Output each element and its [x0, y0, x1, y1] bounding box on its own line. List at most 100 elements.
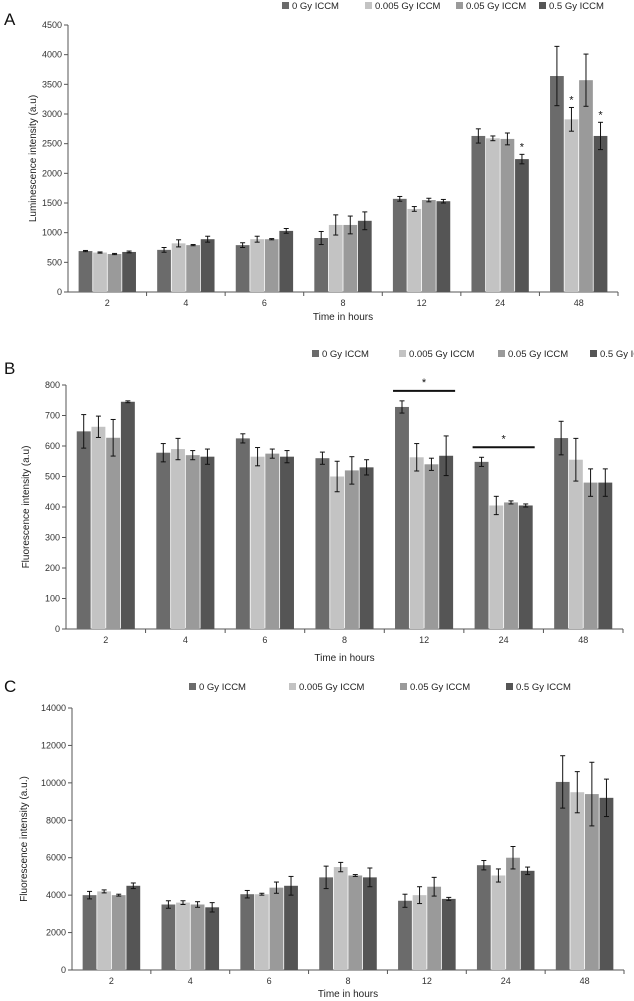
chart-b-significance-star: *: [502, 433, 507, 445]
chart-c-y-tick-label: 8000: [46, 815, 66, 825]
chart-a-bar: [279, 230, 294, 292]
chart-b-bar: [395, 406, 409, 629]
chart-c-x-tick-label: 4: [188, 976, 193, 986]
chart-a-y-tick-label: 500: [47, 257, 62, 267]
chart-c-legend-swatch: [506, 683, 513, 690]
chart-b-bar: [91, 426, 106, 629]
chart-c-bar: [190, 904, 205, 970]
chart-c-bar: [176, 902, 190, 970]
chart-b-y-tick-label: 800: [45, 380, 60, 390]
chart-a-significance-star: *: [569, 94, 574, 106]
chart-a-y-label: Luminescence intensity (a.u): [28, 95, 39, 222]
chart-c-bar: [599, 797, 614, 970]
chart-b-y-tick-label: 100: [45, 594, 60, 604]
chart-b-bar: [171, 449, 185, 629]
chart-c-legend-label: 0.005 Gy ICCM: [299, 682, 365, 693]
chart-b-x-tick-label: 8: [342, 635, 347, 645]
chart-c-bar: [126, 885, 141, 970]
chart-c-y-tick-label: 6000: [46, 853, 66, 863]
chart-c-bar: [570, 792, 585, 970]
chart-b-bar: [156, 452, 171, 629]
chart-b-x-tick-label: 24: [499, 635, 509, 645]
chart-a-bar: [78, 251, 93, 292]
chart-a-x-label: Time in hours: [313, 312, 373, 323]
chart-b-legend-swatch: [498, 350, 505, 357]
chart-a-bar: [564, 119, 579, 292]
chart-a-x-tick-label: 48: [574, 298, 584, 308]
chart-a-significance-star: *: [520, 141, 525, 153]
chart-a-bar: [357, 220, 372, 292]
chart-c-panel-letter: C: [4, 677, 16, 696]
chart-b-y-tick-label: 700: [45, 411, 60, 421]
chart-b-bar: [489, 505, 504, 629]
chart-c-x-label: Time in hours: [318, 989, 378, 1000]
chart-a-bar: [407, 208, 422, 292]
chart-c-bar: [441, 898, 456, 970]
chart-c-bar: [97, 891, 112, 970]
chart-a-legend-label: 0 Gy ICCM: [292, 1, 339, 12]
chart-b-bar: [200, 456, 215, 629]
chart-b-legend-swatch: [399, 350, 406, 357]
chart-b-legend-label: 0.5 Gy ICCM: [600, 349, 634, 360]
chart-c-bar: [555, 781, 570, 970]
chart-b-bar: [344, 470, 359, 629]
chart-c-bar: [254, 894, 269, 970]
chart-b-y-tick-label: 0: [55, 624, 60, 634]
chart-b-legend-swatch: [312, 350, 319, 357]
chart-c-y-tick-label: 0: [61, 965, 66, 975]
chart-b-bar: [330, 476, 345, 629]
chart-c-bar: [319, 877, 334, 970]
chart-c-legend-swatch: [400, 683, 407, 690]
chart-c-bar: [240, 894, 255, 970]
chart-c-legend-label: 0 Gy ICCM: [199, 682, 246, 693]
chart-b-legend-label: 0.05 Gy ICCM: [508, 349, 568, 360]
chart-a-bar: [343, 224, 358, 292]
chart-b-bar: [554, 438, 569, 629]
chart-c-y-tick-label: 4000: [46, 890, 66, 900]
chart-b-significance-star: *: [422, 377, 427, 389]
chart-a-bar: [171, 243, 186, 292]
chart-c-y-tick-label: 14000: [41, 703, 66, 713]
chart-c-bar: [398, 900, 412, 970]
chart-b-y-tick-label: 400: [45, 502, 60, 512]
chart-b-bar: [315, 458, 330, 629]
chart-a-legend-swatch: [539, 2, 546, 9]
chart-b-bar: [568, 459, 583, 629]
chart-a-bar: [579, 80, 593, 293]
chart-c-legend-label: 0.05 Gy ICCM: [410, 682, 470, 693]
chart-b-x-tick-label: 4: [183, 635, 188, 645]
chart-b-bar: [424, 464, 439, 629]
chart-a-panel-letter: A: [4, 10, 16, 29]
chart-c-x-tick-label: 8: [345, 976, 350, 986]
chart-b-y-tick-label: 200: [45, 563, 60, 573]
chart-c-legend-swatch: [189, 683, 196, 690]
chart-a-bar: [250, 239, 265, 292]
chart-b-panel-letter: B: [4, 359, 15, 378]
chart-b-x-label: Time in hours: [314, 653, 374, 664]
chart-c-bar: [348, 875, 363, 970]
chart-c-x-tick-label: 2: [109, 976, 114, 986]
chart-b-bar: [106, 437, 121, 629]
chart-a-y-tick-label: 1000: [42, 228, 62, 238]
chart-b-x-tick-label: 12: [419, 635, 429, 645]
chart-a-bar: [593, 135, 608, 292]
chart-b-legend-label: 0.005 Gy ICCM: [409, 349, 475, 360]
chart-c-bar: [284, 885, 298, 970]
chart-c-x-tick-label: 6: [267, 976, 272, 986]
chart-a-bar: [186, 245, 200, 292]
chart-a-x-tick-label: 2: [105, 298, 110, 308]
chart-a-bar: [264, 239, 279, 292]
chart-b-y-tick-label: 500: [45, 472, 60, 482]
chart-b-x-tick-label: 48: [578, 635, 588, 645]
chart-a-legend-label: 0.5 Gy ICCM: [549, 1, 604, 12]
chart-a-bar: [200, 239, 215, 292]
chart-b-bar: [518, 505, 533, 629]
chart-c-bar: [82, 895, 97, 970]
chart-c-bar: [520, 870, 535, 970]
chart-c-y-tick-label: 2000: [46, 928, 66, 938]
chart-a-y-tick-label: 4500: [42, 20, 62, 30]
chart-b-legend-label: 0 Gy ICCM: [322, 349, 369, 360]
chart-b-bar: [474, 461, 489, 629]
chart-a-legend-swatch: [456, 2, 463, 9]
chart-a-bar: [122, 251, 136, 292]
